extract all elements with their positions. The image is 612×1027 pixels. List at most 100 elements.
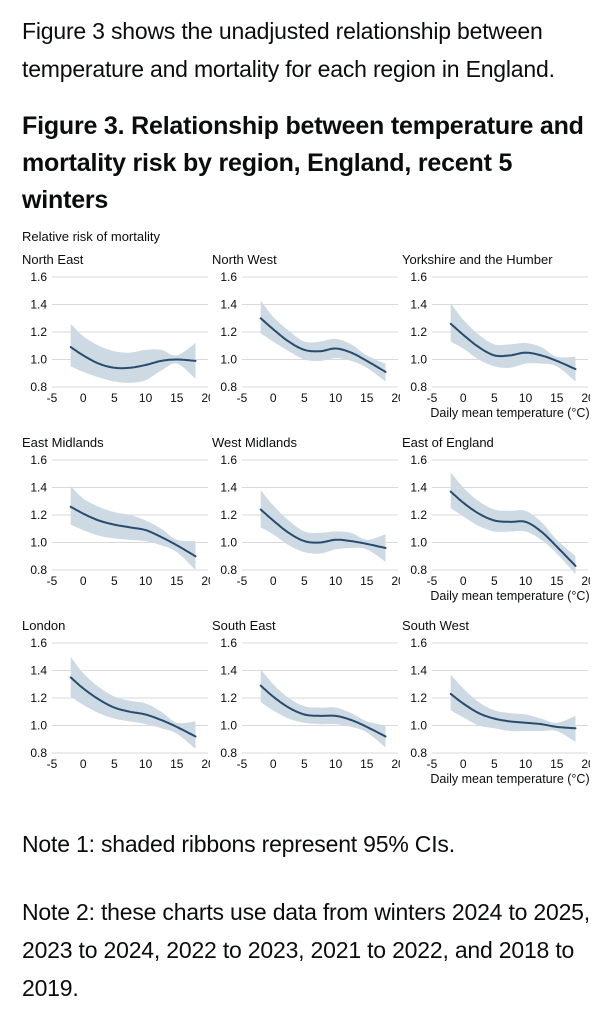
svg-text:1.6: 1.6 [410,636,427,650]
svg-text:1.6: 1.6 [30,453,47,467]
line-chart-plot: 0.8 1.0 1.2 1.4 1.6 -5 0 5 10 15 20 [22,636,210,772]
region-chart-title: North West [212,252,277,267]
svg-text:10: 10 [329,391,343,405]
svg-text:0.8: 0.8 [410,563,427,577]
svg-text:10: 10 [519,757,533,771]
svg-text:10: 10 [329,574,343,588]
svg-text:15: 15 [170,574,184,588]
x-axis-label: Daily mean temperature (°C) [430,589,590,603]
svg-text:10: 10 [139,391,153,405]
svg-text:1.4: 1.4 [30,481,47,495]
svg-text:0: 0 [460,757,467,771]
svg-text:15: 15 [360,574,374,588]
svg-text:1.4: 1.4 [410,481,427,495]
region-chart-title: London [22,618,66,633]
svg-text:1.2: 1.2 [220,691,237,705]
x-axis-label [212,406,400,423]
svg-text:0: 0 [80,574,87,588]
svg-text:-5: -5 [427,757,438,771]
region-chart-title: East of England [402,435,494,450]
svg-text:0.8: 0.8 [220,563,237,577]
svg-text:15: 15 [170,757,184,771]
svg-text:10: 10 [139,574,153,588]
svg-text:5: 5 [491,391,498,405]
region-chart: North East 0.8 1.0 1.2 1.4 1.6 -5 0 5 10 15 20 [22,252,210,423]
svg-text:1.2: 1.2 [410,508,427,522]
svg-text:20: 20 [201,574,210,588]
svg-text:0.8: 0.8 [410,746,427,760]
svg-text:1.0: 1.0 [220,719,237,733]
svg-text:1.4: 1.4 [410,298,427,312]
svg-text:5: 5 [111,574,118,588]
region-chart-title: West Midlands [212,435,298,450]
svg-text:1.6: 1.6 [410,453,427,467]
x-axis-label [22,772,210,789]
svg-text:0.8: 0.8 [30,746,47,760]
svg-text:0.8: 0.8 [410,380,427,394]
small-multiples-grid: North East 0.8 1.0 1.2 1.4 1.6 -5 0 5 10 15 20 Nor… [22,252,590,789]
svg-text:1.4: 1.4 [220,664,237,678]
svg-text:-5: -5 [427,391,438,405]
svg-text:0.8: 0.8 [30,380,47,394]
region-chart: North West 0.8 1.0 1.2 1.4 1.6 -5 0 5 10 15 20 [212,252,400,423]
svg-text:0: 0 [270,757,277,771]
region-chart: South West 0.8 1.0 1.2 1.4 1.6 -5 0 5 10 15 20 Dai… [402,618,590,789]
svg-text:15: 15 [170,391,184,405]
svg-text:20: 20 [391,391,400,405]
x-axis-label [212,772,400,789]
svg-text:1.2: 1.2 [30,508,47,522]
line-chart-plot: 0.8 1.0 1.2 1.4 1.6 -5 0 5 10 15 20 [212,636,400,772]
figure-title: Figure 3. Relationship between temperatu… [22,112,584,214]
svg-text:-5: -5 [237,757,248,771]
svg-text:0: 0 [460,574,467,588]
svg-text:10: 10 [139,757,153,771]
svg-text:0: 0 [270,574,277,588]
svg-text:5: 5 [491,757,498,771]
svg-text:15: 15 [550,757,564,771]
svg-text:20: 20 [201,757,210,771]
svg-text:1.4: 1.4 [30,298,47,312]
svg-text:1.4: 1.4 [30,664,47,678]
line-chart-plot: 0.8 1.0 1.2 1.4 1.6 -5 0 5 10 15 20 [402,270,590,406]
figure-notes: Note 1: shaded ribbons represent 95% CIs… [22,825,590,1007]
svg-text:-5: -5 [47,757,58,771]
svg-text:0: 0 [270,391,277,405]
svg-text:5: 5 [301,574,308,588]
svg-text:-5: -5 [237,391,248,405]
svg-text:1.0: 1.0 [30,536,47,550]
svg-text:-5: -5 [427,574,438,588]
svg-text:15: 15 [360,757,374,771]
region-chart: Yorkshire and the Humber 0.8 1.0 1.2 1.4 1.6… [402,252,590,423]
svg-text:1.0: 1.0 [30,719,47,733]
svg-text:1.0: 1.0 [220,353,237,367]
svg-text:1.2: 1.2 [30,325,47,339]
svg-text:20: 20 [391,574,400,588]
svg-text:1.4: 1.4 [410,664,427,678]
svg-text:1.2: 1.2 [220,325,237,339]
svg-text:1.2: 1.2 [30,691,47,705]
svg-text:20: 20 [581,574,590,588]
svg-text:1.0: 1.0 [30,353,47,367]
svg-text:1.0: 1.0 [410,353,427,367]
region-chart: West Midlands 0.8 1.0 1.2 1.4 1.6 -5 0 5 10 15 20 [212,435,400,606]
svg-text:15: 15 [360,391,374,405]
line-chart-plot: 0.8 1.0 1.2 1.4 1.6 -5 0 5 10 15 20 [212,270,400,406]
region-chart: East Midlands 0.8 1.0 1.2 1.4 1.6 -5 0 5 10 15 20 [22,435,210,606]
svg-text:1.2: 1.2 [410,325,427,339]
svg-text:1.4: 1.4 [220,298,237,312]
region-chart-title: South East [212,618,276,633]
x-axis-label [22,589,210,606]
svg-text:10: 10 [329,757,343,771]
x-axis-label [212,589,400,606]
svg-text:-5: -5 [237,574,248,588]
region-chart-title: Yorkshire and the Humber [402,252,553,267]
x-axis-label: Daily mean temperature (°C) [430,772,590,786]
line-chart-plot: 0.8 1.0 1.2 1.4 1.6 -5 0 5 10 15 20 [212,453,400,589]
region-chart-title: South West [402,618,469,633]
region-chart: London 0.8 1.0 1.2 1.4 1.6 -5 0 5 10 15 20 [22,618,210,789]
x-axis-label [22,406,210,423]
svg-text:1.6: 1.6 [30,270,47,284]
svg-text:1.4: 1.4 [220,481,237,495]
figure-intro-paragraph: Figure 3 shows the unadjusted relationsh… [22,18,555,82]
svg-text:5: 5 [111,757,118,771]
